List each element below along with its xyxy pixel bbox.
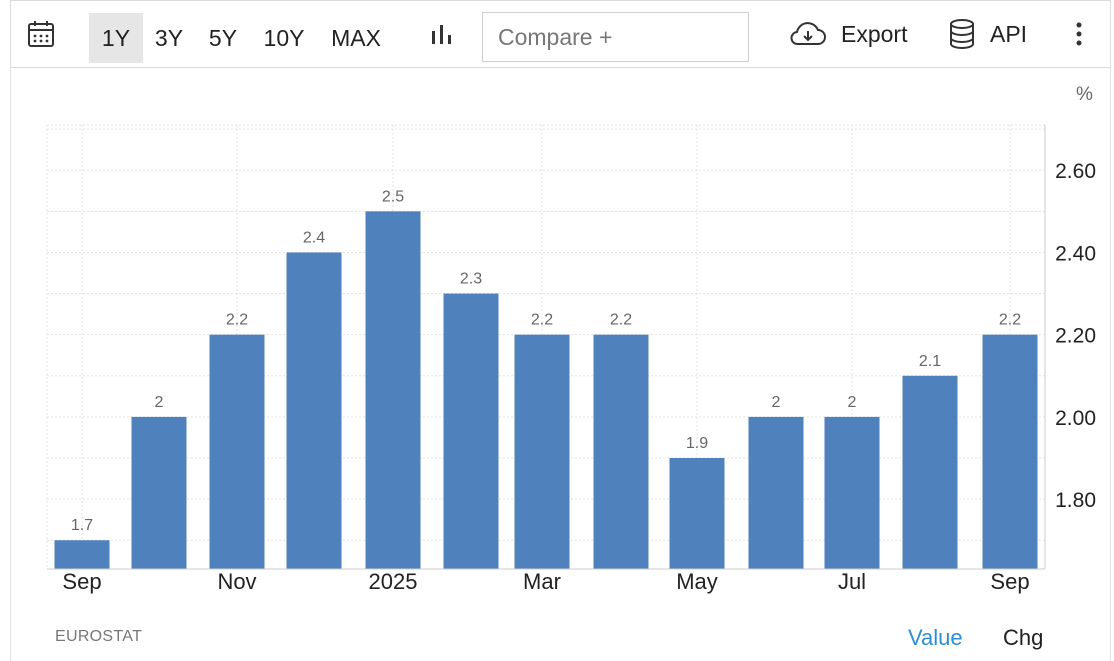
x-tick-label: Sep: [62, 569, 101, 594]
data-label: 2.4: [303, 229, 325, 246]
bar[interactable]: [365, 211, 421, 570]
bar[interactable]: [209, 334, 265, 569]
x-tick-label: May: [676, 569, 718, 594]
api-label: API: [990, 20, 1028, 47]
calendar-icon[interactable]: [26, 0, 56, 68]
range-1y-button[interactable]: 1Y: [89, 13, 143, 63]
x-tick-label: 2025: [369, 569, 418, 594]
api-button[interactable]: API: [948, 0, 1027, 68]
y-tick-label: 2.20: [1055, 325, 1096, 348]
data-label: 1.9: [686, 435, 708, 452]
bar[interactable]: [514, 334, 570, 569]
export-label: Export: [841, 20, 908, 47]
bar[interactable]: [902, 375, 958, 569]
bar[interactable]: [824, 416, 880, 569]
more-vertical-icon[interactable]: [1072, 0, 1086, 68]
x-tick-label: Jul: [838, 569, 866, 594]
range-max-button[interactable]: MAX: [331, 24, 381, 51]
data-label: 2.2: [999, 312, 1021, 329]
cloud-download-icon: [789, 21, 827, 47]
export-button[interactable]: Export: [789, 0, 907, 68]
x-tick-label: Nov: [217, 569, 256, 594]
bar[interactable]: [286, 252, 342, 569]
bar[interactable]: [982, 334, 1038, 569]
y-tick-label: 2.60: [1055, 160, 1096, 183]
bar-chart-icon[interactable]: [430, 0, 454, 68]
y-tick-label: 2.00: [1055, 407, 1096, 430]
bar[interactable]: [443, 293, 499, 569]
y-tick-label: 2.40: [1055, 242, 1096, 265]
data-label: 2: [848, 394, 857, 411]
data-label: 2.1: [919, 353, 941, 370]
bar[interactable]: [669, 458, 725, 569]
unit-label: %: [1076, 84, 1093, 105]
range-5y-button[interactable]: 5Y: [208, 24, 238, 51]
chart-frame: [10, 0, 1111, 661]
data-label: 2.2: [610, 312, 632, 329]
tab-chg[interactable]: Chg: [1003, 625, 1044, 650]
data-label: 2.5: [382, 188, 404, 205]
data-label: 1.7: [71, 517, 93, 534]
bar[interactable]: [131, 416, 187, 569]
bar[interactable]: [54, 540, 110, 569]
tab-value[interactable]: Value: [908, 625, 963, 650]
database-icon: [948, 18, 976, 50]
data-label: 2: [772, 394, 781, 411]
source-label[interactable]: EUROSTAT: [55, 628, 143, 645]
data-label: 2.2: [531, 312, 553, 329]
bar[interactable]: [748, 416, 804, 569]
chart-toolbar: [10, 0, 1111, 68]
x-tick-label: Sep: [990, 569, 1029, 594]
range-3y-button[interactable]: 3Y: [154, 24, 184, 51]
bar[interactable]: [593, 334, 649, 569]
x-tick-label: Mar: [523, 569, 561, 594]
y-tick-label: 1.80: [1055, 489, 1096, 512]
data-label: 2: [155, 394, 164, 411]
data-label: 2.2: [226, 312, 248, 329]
range-10y-button[interactable]: 10Y: [263, 24, 305, 51]
compare-input[interactable]: Compare +: [482, 12, 749, 62]
data-label: 2.3: [460, 271, 482, 288]
